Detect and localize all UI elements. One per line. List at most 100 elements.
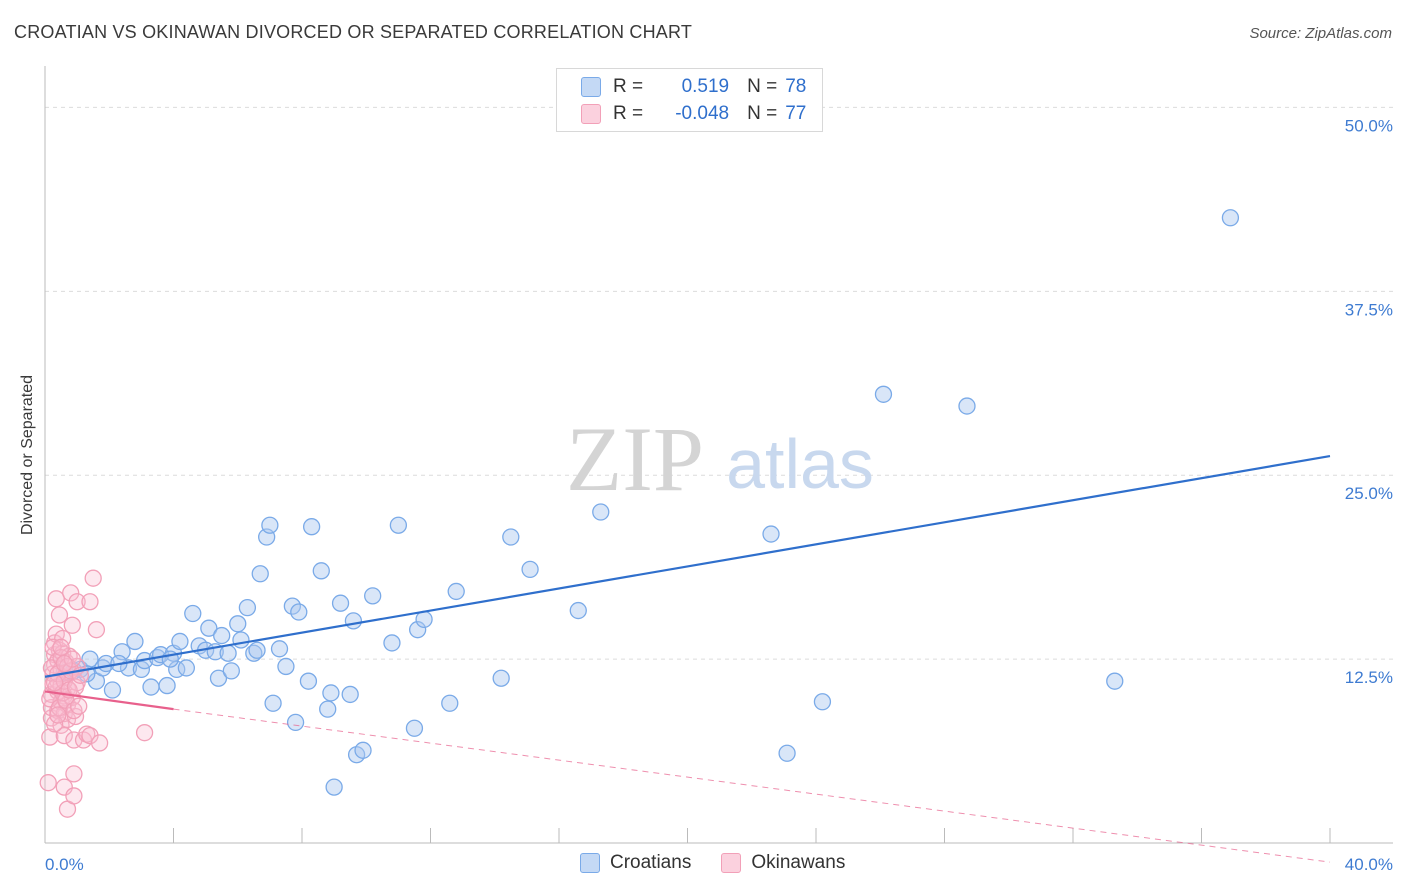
croatians-point: [341, 685, 359, 704]
croatians-point: [447, 582, 465, 601]
okinawans-point: [41, 728, 59, 746]
source-credit: Source: ZipAtlas.com: [1249, 25, 1392, 42]
gridlines: [45, 106, 1393, 660]
croatians-point: [299, 672, 318, 690]
croatians-point: [277, 657, 295, 676]
x-tick-label: 40.0%: [1345, 855, 1393, 874]
y-tick-label: 50.0%: [1345, 116, 1393, 135]
croatians-swatch: [581, 77, 601, 97]
croatians-point: [209, 669, 228, 687]
okinawans-point: [135, 724, 154, 742]
x-tick-label: 0.0%: [45, 855, 84, 874]
legend-row-okinawans: R = -0.048 N = 77: [581, 102, 806, 126]
croatians-trend-line: [44, 455, 1331, 678]
okinawans-point: [62, 584, 80, 602]
okinawans-trend-line: [44, 690, 174, 711]
croatians-point: [222, 662, 240, 680]
croatians-point: [389, 516, 408, 534]
tick-labels: 12.5% 25.0% 37.5% 50.0% 0.0% 40.0%: [45, 116, 1393, 874]
croatians-point: [312, 562, 330, 580]
croatians-point: [142, 678, 160, 696]
croatians-point: [1221, 209, 1240, 227]
legend-n-value: 77: [785, 103, 807, 124]
croatians-point: [383, 634, 401, 652]
croatians-point: [874, 385, 893, 403]
okinawans-point: [52, 638, 70, 656]
correlation-legend: R = 0.519 N = 78 R = -0.048 N = 77: [556, 68, 823, 132]
croatians-point: [184, 604, 202, 623]
croatians-point: [103, 681, 122, 699]
croatians-point: [286, 713, 305, 732]
watermark: ZIP atlas: [566, 408, 874, 510]
okinawans-point: [87, 621, 106, 639]
axes: [44, 66, 1393, 844]
y-tick-label: 37.5%: [1345, 300, 1393, 319]
okinawans-point: [55, 654, 73, 673]
okinawans-swatch: [721, 853, 742, 873]
croatians-point: [229, 615, 247, 633]
legend-n-label: N =: [747, 76, 778, 97]
croatians-point: [354, 741, 372, 759]
croatians-point: [331, 594, 350, 612]
croatians-point: [813, 693, 832, 711]
croatians-point: [261, 516, 279, 534]
chart-title: CROATIAN VS OKINAWAN DIVORCED OR SEPARAT…: [14, 22, 693, 42]
croatians-point: [325, 778, 343, 796]
watermark-atlas: atlas: [726, 425, 874, 503]
croatians-point: [569, 601, 587, 620]
okinawans-point: [47, 590, 65, 608]
croatians-point: [441, 694, 459, 712]
croatians-point: [158, 676, 176, 695]
croatians-point: [778, 744, 796, 762]
croatians-point: [126, 632, 144, 651]
croatians-point: [245, 644, 263, 662]
croatians-point: [302, 518, 321, 536]
series-name: Croatians: [610, 852, 692, 873]
legend-n-value: 78: [785, 76, 807, 97]
croatians-point: [219, 644, 237, 662]
croatians-swatch: [580, 853, 600, 873]
croatians-point: [132, 660, 151, 679]
legend-row-croatians: R = 0.519 N = 78: [581, 75, 806, 99]
legend-r-value: 0.519: [681, 76, 730, 97]
y-tick-label: 25.0%: [1345, 484, 1393, 503]
croatians-point: [251, 565, 269, 583]
croatians-point: [232, 631, 250, 649]
okinawans-point: [81, 593, 99, 611]
croatians-point: [213, 626, 231, 645]
okinawans-point: [63, 650, 81, 668]
croatians-point: [248, 641, 266, 659]
croatians-point: [238, 598, 257, 617]
okinawans-point: [39, 774, 57, 792]
okinawans-point: [45, 715, 64, 733]
series-legend: Croatians Okinawans: [580, 852, 875, 874]
croatians-point: [415, 610, 433, 629]
series-name: Okinawans: [751, 852, 846, 873]
okinawans-point: [90, 734, 109, 752]
okinawans-point: [66, 707, 85, 726]
series-legend-okinawans[interactable]: Okinawans: [721, 852, 845, 874]
legend-n-label: N =: [747, 103, 778, 124]
y-tick-label: 12.5%: [1345, 668, 1393, 687]
croatians-point: [405, 719, 424, 737]
okinawans-point: [65, 787, 83, 805]
watermark-zip: ZIP: [566, 408, 704, 510]
croatians-point: [364, 587, 382, 605]
okinawans-point: [55, 726, 73, 745]
croatians-point: [762, 525, 780, 543]
croatians-point: [408, 621, 427, 639]
okinawans-point: [65, 765, 83, 783]
trend-lines: [44, 455, 1331, 863]
croatians-point: [290, 603, 308, 621]
croatians-point: [270, 640, 289, 658]
okinawans-point: [50, 606, 69, 624]
croatians-point: [177, 659, 196, 677]
croatians-point: [283, 597, 302, 615]
legend-r-label: R =: [613, 103, 644, 124]
series-legend-croatians[interactable]: Croatians: [580, 852, 691, 874]
croatians-point: [319, 700, 337, 718]
legend-r-value: -0.048: [675, 103, 730, 124]
data-points: [39, 209, 1240, 818]
croatians-point: [264, 694, 282, 712]
